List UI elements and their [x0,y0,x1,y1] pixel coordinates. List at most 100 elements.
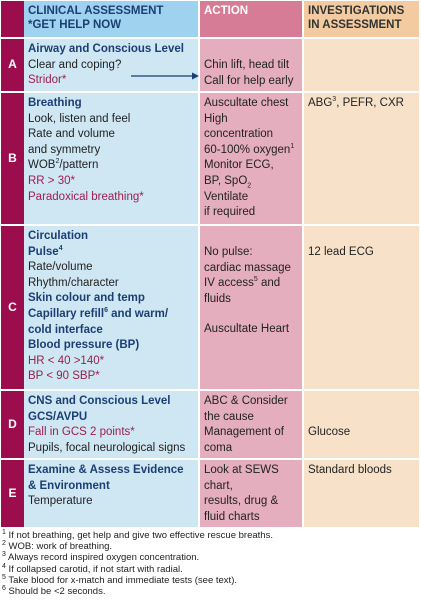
row-divider [1,37,419,39]
row-e-investigations: Standard bloods [304,460,419,527]
row-c-pulse-text: Pulse [28,245,59,258]
row-c-letter: C [1,226,24,389]
footnote-text: If collapsed carotid, if not start with … [5,563,183,575]
row-b-rate-volume: Rate and volume [28,128,115,141]
row-b-oxygen-text: 60-100% oxygen [204,143,291,156]
row-c-circulation: C Circulation Pulse4 Rate/volume Rhythm/… [1,226,419,389]
footnote-number: 1 [2,528,6,536]
row-divider [1,389,419,391]
footnote-text: Always record inspired oxygen concentrat… [5,552,200,564]
footnote-ref: 5 [253,276,258,284]
row-b-symmetry: and symmetry [28,143,101,156]
row-d-inv-glucose: Glucose [308,426,351,438]
row-b-assessment: Breathing Look, listen and feel Rate and… [24,93,198,224]
row-d-letter: D [1,391,24,458]
row-b-wob-pattern: WOB2/pattern [28,158,194,174]
footnote-text: Take blood for x-match and immediate tes… [5,574,238,586]
footnote-text: Should be <2 seconds. [5,586,106,598]
row-e-inv-bloods: Standard bloods [308,464,392,476]
row-e-letter: E [1,460,24,527]
row-d-cns: D CNS and Conscious Level GCS/AVPU Fall … [1,391,419,458]
row-e-assessment: Examine & Assess Evidence & Environment … [24,460,198,527]
row-b-action-concentration: concentration [204,128,274,141]
footnote-number: 6 [2,584,6,592]
row-b-pattern-text: /pattern [59,159,99,172]
header-get-help-now: *GET HELP NOW [28,19,122,31]
row-d-action-coma: coma [204,441,233,454]
row-d-title: CNS and Conscious Level [28,395,171,407]
row-b-inv-abg: ABG [308,97,333,109]
row-c-capillary-refill: Capillary refill6 and warm/ [28,307,194,323]
row-b-action-auscultate: Auscultate chest [204,97,289,109]
row-a-stridor: Stridor* [28,74,67,87]
row-d-gcs-fall-warning: Fall in GCS 2 points* [28,426,135,439]
footnote-number: 4 [2,562,6,570]
row-b-paradoxical-warning: Paradoxical breathing* [28,190,144,203]
footnote-text: If not breathing, get help and give two … [5,530,273,541]
row-a-letter: A [1,39,24,91]
row-b-action-if-required: if required [204,206,256,219]
row-c-cold-interface: cold interface [28,323,103,336]
row-b-letter: B [1,93,24,224]
footnote-ref: 6 [104,307,108,315]
table-header-row: CLINICAL ASSESSMENT *GET HELP NOW ACTION… [1,1,419,37]
row-d-action: ABC & Consider the cause Management of c… [200,391,302,458]
header-clinical-assessment-line1: CLINICAL ASSESSMENT [28,5,164,17]
row-c-hr-warning: HR < 40 >140* [28,354,105,367]
row-e-action-chart: chart, [204,479,233,492]
row-c-capillary-text: Capillary refill [28,307,105,320]
footnote-ref: 1 [290,142,295,150]
footnote-3: 3 Always record inspired oxygen concentr… [2,551,420,564]
footnote-1: 1 If not breathing, get help and give tw… [2,528,420,541]
row-d-pupils: Pupils, focal neurological signs [28,441,186,454]
row-d-action-cause: the cause [204,410,254,423]
footnotes: 1 If not breathing, get help and give tw… [2,528,420,598]
row-a-clear-and-coping: Clear and coping? [28,58,122,71]
row-c-warm-text: and warm/ [107,307,169,320]
row-c-rhythm: Rhythm/character [28,276,119,289]
row-c-action-cardiac-massage: cardiac massage [204,261,291,274]
footnote-2: 2 WOB: work of breathing. [2,540,420,553]
row-c-action-fluids: fluids [204,292,231,305]
header-investigations-line2: IN ASSESSMENT [308,19,402,31]
header-investigations-line1: INVESTIGATIONS [308,5,405,17]
footnote-6: 6 Should be <2 seconds. [2,584,420,598]
header-clinical-assessment: CLINICAL ASSESSMENT *GET HELP NOW [24,1,198,37]
row-c-skin-colour: Skin colour and temp [28,292,145,305]
row-b-look-listen-feel: Look, listen and feel [28,112,131,125]
row-c-action-auscultate-heart: Auscultate Heart [204,323,290,336]
row-a-assessment: Airway and Conscious Level Clear and cop… [24,39,198,91]
row-a-airway: A Airway and Conscious Level Clear and c… [1,39,419,91]
header-letter-cell [1,1,24,37]
header-action-label: ACTION [204,5,249,17]
footnote-text: WOB: work of breathing. [5,541,113,553]
row-divider [1,458,419,460]
row-b-action-ventilate: Ventilate [204,190,249,203]
footnote-ref: 3 [332,96,337,104]
row-c-investigations: 12 lead ECG [304,226,419,389]
footnote-number: 5 [2,573,6,581]
assessment-table: CLINICAL ASSESSMENT *GET HELP NOW ACTION… [1,1,419,527]
row-e-title: Examine & Assess Evidence [28,464,184,476]
row-b-action-monitor-ecg: Monitor ECG, [204,159,274,172]
row-b-action-oxygen: 60-100% oxygen1 [204,143,298,159]
row-b-rr-warning: RR > 30* [28,174,75,187]
row-b-action: Auscultate chest High concentration 60-1… [200,93,302,224]
header-investigations: INVESTIGATIONS IN ASSESSMENT [304,1,419,37]
row-c-action-no-pulse: No pulse: [204,246,253,258]
row-c-pulse: Pulse4 [28,245,194,261]
row-b-title: Breathing [28,97,82,109]
footnote-4: 4 If collapsed carotid, if not start wit… [2,562,420,575]
row-c-iv-text: IV access [204,277,254,290]
row-a-action: Chin lift, head tilt Call for help early [200,39,302,91]
row-c-action-iv-access: IV access5 and [204,276,298,292]
row-c-action: No pulse: cardiac massage IV access5 and… [200,226,302,389]
row-b-action-high: High [204,112,228,125]
row-d-action-management: Management of [204,426,284,439]
row-d-action-abc: ABC & Consider [204,395,288,407]
row-c-title: Circulation [28,230,89,242]
row-b-inv-rest: , PEFR, CXR [336,97,404,109]
row-b-investigations: ABG3, PEFR, CXR [304,93,419,224]
header-action: ACTION [200,1,302,37]
row-d-gcs-avpu: GCS/AVPU [28,410,88,423]
